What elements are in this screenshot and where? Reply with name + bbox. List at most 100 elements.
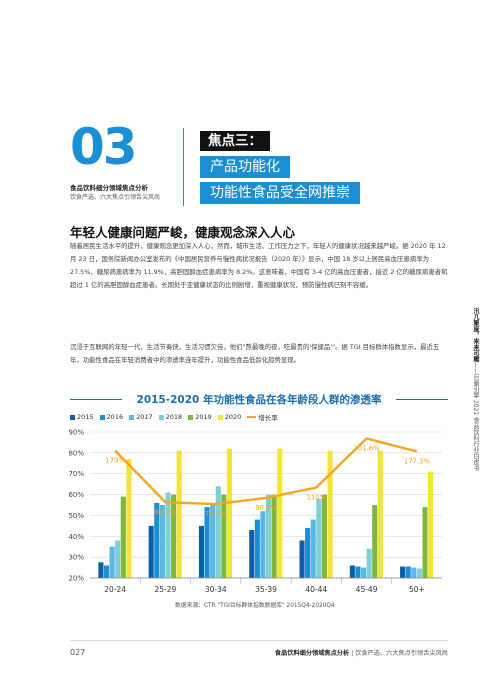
legend-label: 2019 — [195, 413, 212, 421]
bar — [98, 562, 104, 578]
chart-legend: 2015 2016 2017 2018 2019 2020 增长率 — [70, 412, 448, 422]
x-tick-label: 40-44 — [305, 585, 327, 594]
bar — [366, 548, 372, 578]
bar — [221, 494, 227, 578]
bar — [159, 505, 165, 578]
title-rule-left — [70, 399, 122, 400]
focus-title-line2: 功能性食品受全网推崇 — [200, 182, 360, 204]
footer-title: 食品饮料细分领域焦点分析 | 饮食严选、六大焦点引领舌尖风尚 — [274, 650, 448, 657]
bar — [148, 525, 154, 578]
paragraph: 随着居民生活水平的提升，健康观念更加深入人心，然而，城市生活、工作压力之下，年轻… — [70, 242, 448, 289]
side-caption-bold: 汛几聚度，来来可雕 — [472, 308, 479, 362]
bar — [271, 494, 277, 578]
bar — [428, 471, 434, 578]
legend-swatch — [217, 414, 223, 420]
legend-item: 2020 — [217, 412, 242, 422]
x-tick-label: 25-29 — [155, 585, 177, 594]
y-tick-label: 60% — [68, 491, 84, 499]
bar — [254, 519, 260, 578]
y-tick-label: 40% — [68, 533, 84, 541]
bar — [266, 494, 272, 578]
legend-swatch — [247, 416, 257, 418]
bar — [310, 519, 316, 578]
legend-item: 2015 — [70, 412, 94, 422]
bar — [299, 540, 305, 578]
bar — [103, 565, 110, 578]
growth-label: 179% — [105, 457, 125, 465]
y-tick-label: 30% — [68, 554, 84, 562]
bar — [411, 567, 417, 578]
x-tick-label: 35-39 — [255, 585, 277, 594]
footer-title-bold: 食品饮料细分领域焦点分析 — [274, 650, 350, 657]
bar — [416, 568, 422, 578]
legend-label: 2015 — [77, 413, 94, 421]
legend-swatch — [188, 414, 194, 420]
bar — [372, 505, 378, 578]
section-number: 03 — [70, 118, 138, 176]
y-tick-label: 90% — [68, 429, 84, 437]
bar — [109, 546, 115, 578]
legend-label: 增长率 — [258, 414, 278, 422]
legend-item: 2017 — [129, 412, 153, 422]
bar — [305, 527, 311, 578]
y-tick-label: 80% — [68, 449, 84, 457]
bar — [422, 507, 428, 578]
bar — [210, 502, 216, 578]
x-tick-label: 45-49 — [356, 585, 378, 594]
chart: 20% 30% 40% 50% 60% 70% 80% 90% 20-24 25-29 30-34 3… — [68, 429, 442, 594]
legend-swatch — [99, 414, 105, 420]
chart-source: 数据来源：CTR "TGI目标群体指数数据库" 2015Q4-2020Q4 — [175, 603, 335, 609]
bar — [154, 502, 160, 578]
footer-divider — [70, 640, 448, 641]
bar — [316, 498, 322, 578]
paragraph: 沉浸于互联网的年轻一代，生活节奏快，生活习惯欠佳，他们"熬最晚的夜，吃最贵的'保… — [70, 343, 440, 364]
legend-swatch — [158, 414, 164, 420]
bar — [204, 507, 210, 578]
bar — [321, 494, 327, 578]
growth-label: 79.1% — [205, 510, 227, 518]
x-tick-label: 30-34 — [205, 585, 227, 594]
bar — [400, 566, 406, 578]
bar — [115, 540, 121, 578]
bar — [226, 448, 233, 578]
bar — [405, 566, 411, 578]
growth-label: 90.5% — [255, 504, 277, 512]
legend-item: 增长率 — [247, 412, 278, 422]
bar — [165, 492, 171, 578]
x-tick-label: 20-24 — [104, 585, 126, 594]
bar — [327, 450, 333, 578]
bar — [126, 459, 132, 578]
legend-item: 2018 — [158, 412, 183, 422]
bar — [249, 530, 255, 578]
section-subtitle: 饮食严选、六大焦点引领舌尖风尚 — [70, 194, 161, 201]
focus-tag: 焦点三： — [200, 131, 270, 151]
growth-label: 110% — [307, 494, 327, 502]
legend-label: 2018 — [165, 413, 183, 421]
x-tick-label: 50+ — [409, 585, 425, 594]
title-rule-right — [396, 399, 448, 400]
side-caption: 汛几聚度，来来可雕——巨量引擎 2021 食品饮料行业白皮书 — [468, 308, 480, 538]
bar — [120, 496, 126, 578]
legend-item: 2019 — [188, 412, 212, 422]
growth-label: 201.6% — [354, 444, 380, 452]
bar — [349, 565, 355, 578]
section-label: 食品饮料细分领域焦点分析 — [70, 184, 148, 192]
chart-title: 2015-2020 年功能性食品在各年龄段人群的渗透率 — [136, 394, 382, 406]
page-number: 027 — [70, 648, 86, 657]
y-tick-label: 50% — [68, 512, 84, 520]
growth-label: 177.3% — [404, 458, 430, 466]
legend-item: 2016 — [99, 412, 124, 422]
legend-label: 2020 — [224, 413, 242, 421]
legend-swatch — [70, 414, 75, 420]
legend-swatch — [129, 414, 135, 420]
bar — [377, 450, 383, 578]
article-heading: 年轻人健康问题严峻，健康观念深入人心 — [70, 225, 296, 240]
side-caption-text: ——巨量引擎 2021 食品饮料行业白皮书 — [472, 362, 479, 472]
focus-title-line1: 产品功能化 — [200, 156, 290, 178]
bar — [176, 450, 182, 578]
legend-label: 2016 — [106, 413, 124, 421]
y-tick-label: 20% — [68, 575, 84, 583]
legend-label: 2017 — [136, 413, 153, 421]
bar — [215, 486, 221, 578]
bar — [198, 525, 205, 578]
